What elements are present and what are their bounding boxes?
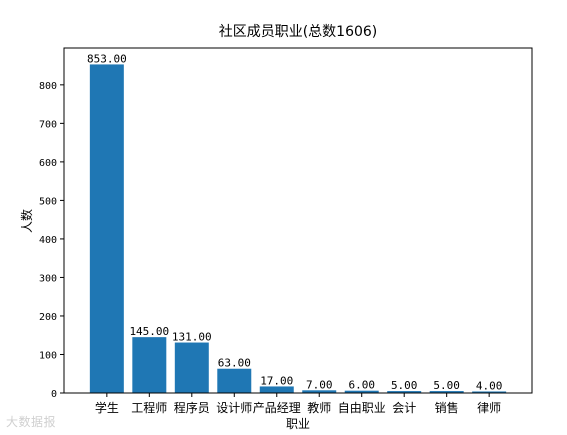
bar (387, 391, 422, 393)
y-tick-label: 800 (39, 81, 57, 92)
y-tick-label: 400 (39, 235, 57, 246)
watermark: 大数据报 (6, 415, 57, 429)
x-tick-label: 教师 (307, 400, 331, 415)
bar-value-label: 17.00 (260, 374, 293, 387)
x-tick-label: 工程师 (131, 400, 167, 415)
bar (472, 391, 507, 393)
y-tick-label: 500 (39, 196, 57, 207)
bar-value-label: 6.00 (348, 379, 375, 392)
bar (302, 390, 337, 393)
x-tick-label: 律师 (477, 401, 501, 415)
y-tick-label: 100 (39, 350, 57, 361)
bar-value-label: 5.00 (391, 379, 418, 392)
x-tick-label: 程序员 (174, 400, 210, 415)
y-tick-label: 200 (39, 312, 57, 323)
y-axis: 0 100 200 300 400 500 600 700 800 (39, 81, 64, 400)
x-tick-label: 产品经理 (253, 401, 301, 415)
bar-value-label: 131.00 (172, 331, 212, 344)
bar-value-label: 145.00 (129, 325, 169, 338)
x-axis: 学生 工程师 程序员 设计师 产品经理 教师 自由职业 会计 销售 律师 (95, 393, 501, 415)
x-axis-label: 职业 (286, 417, 310, 431)
x-tick-label: 销售 (435, 400, 459, 415)
bar (89, 64, 124, 393)
bar (132, 337, 167, 393)
bar (259, 386, 294, 393)
bar (217, 368, 252, 393)
y-tick-label: 0 (51, 389, 57, 400)
bar (344, 390, 379, 393)
y-axis-label: 人数 (19, 209, 34, 233)
y-tick-label: 600 (39, 158, 57, 169)
plot-frame (63, 47, 533, 394)
x-tick-label: 学生 (95, 400, 119, 415)
bar-value-label: 63.00 (218, 357, 251, 370)
bar-value-label: 4.00 (476, 379, 503, 392)
x-tick-label: 设计师 (216, 401, 252, 415)
bar-value-label: 853.00 (87, 52, 127, 65)
x-tick-label: 自由职业 (338, 401, 386, 415)
chart-title: 社区成员职业(总数1606) (219, 24, 378, 40)
y-tick-label: 300 (39, 273, 57, 284)
bar (429, 391, 464, 393)
bar-value-label: 5.00 (433, 379, 460, 392)
bars-group: 853.00 145.00 131.00 63.00 17.00 7.00 6.00 5.00… (87, 52, 507, 393)
bar-value-label: 7.00 (306, 378, 333, 391)
x-tick-label: 会计 (392, 401, 416, 415)
bar (174, 342, 209, 393)
y-tick-label: 700 (39, 119, 57, 130)
